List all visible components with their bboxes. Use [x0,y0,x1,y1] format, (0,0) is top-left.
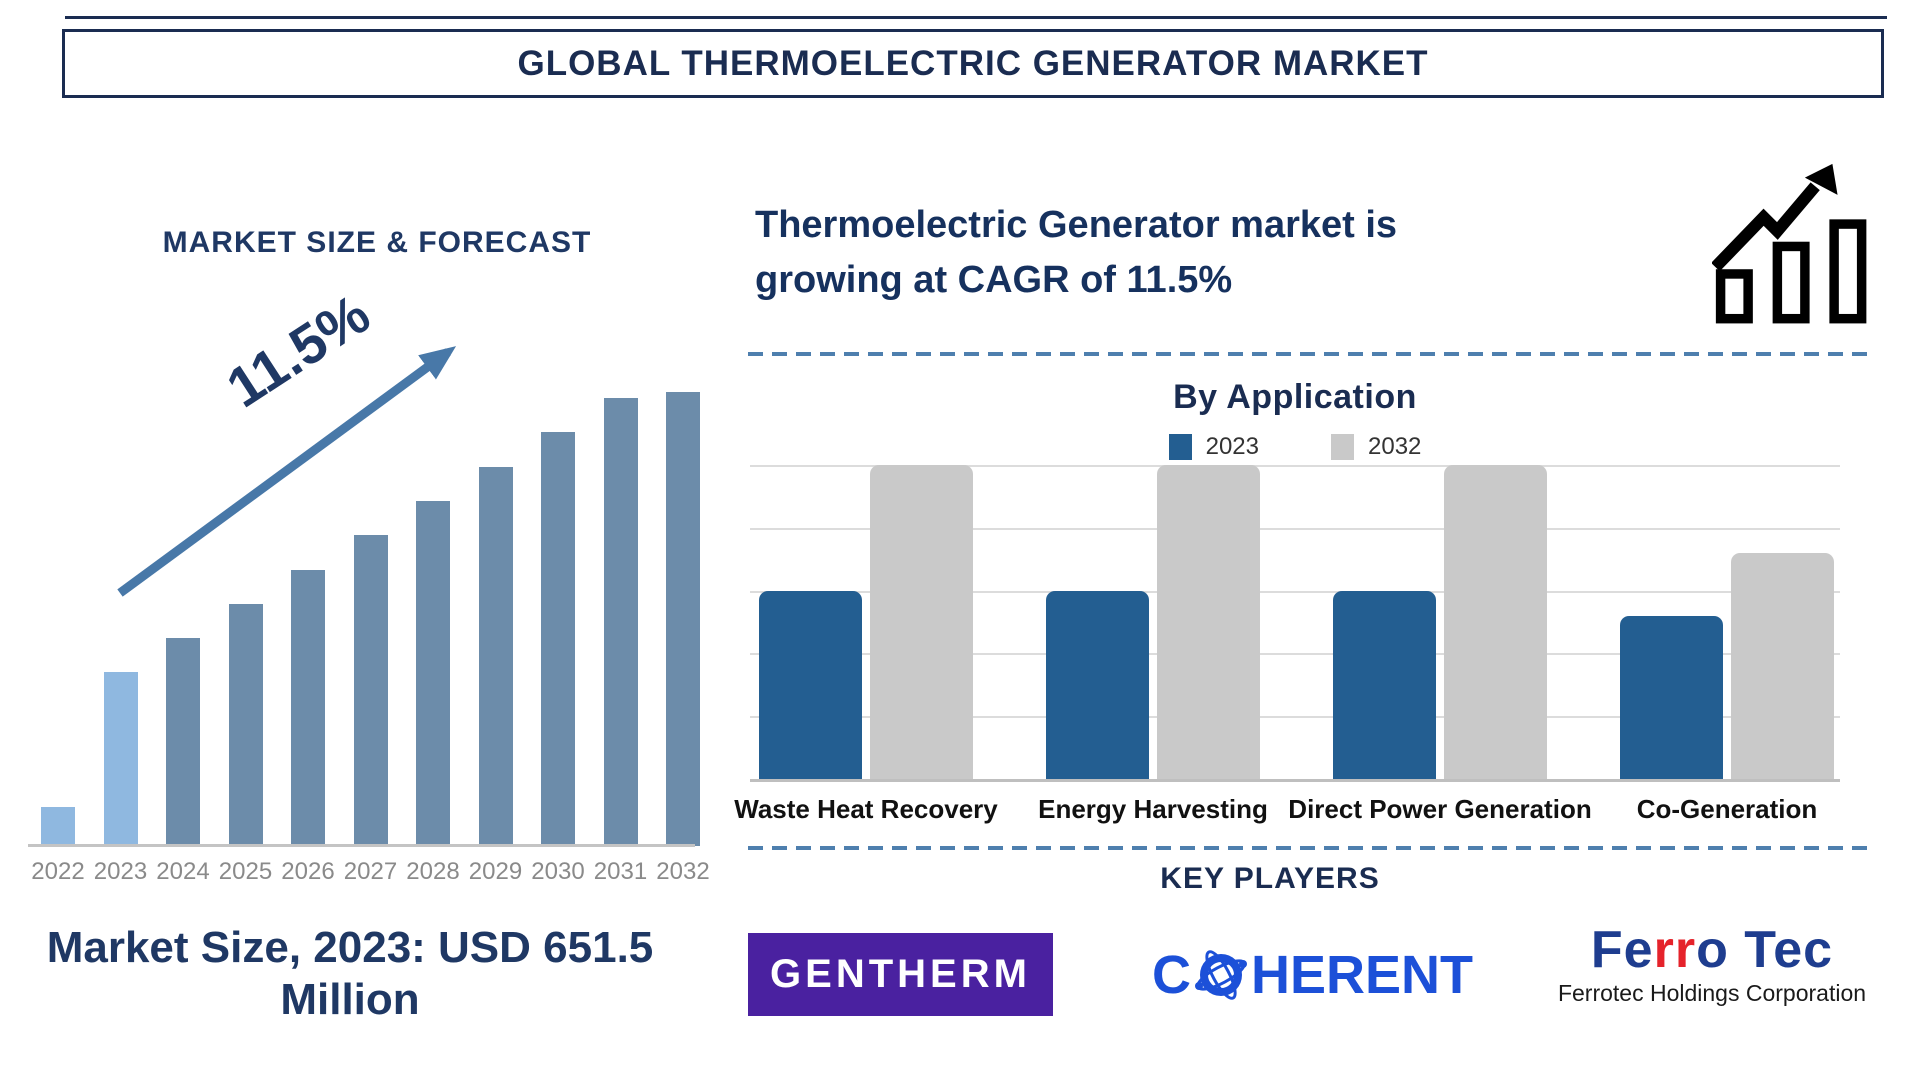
title-banner: GLOBAL THERMOELECTRIC GENERATOR MARKET [62,29,1884,98]
year-tick-2025: 2025 [218,858,273,885]
year-tick-2030: 2030 [531,858,585,885]
forecast-year-labels: 2022 2023 2024 2025 2026 2027 2028 2029 2030 2031… [28,858,709,888]
by-application-category-labels: Waste Heat Recovery Energy Harvesting Dire… [734,794,1840,830]
category-label-2: Direct Power Generation [1288,794,1592,824]
ferrotec-logo-text: Ferro Tec [1552,924,1872,976]
legend-label-2032: 2032 [1368,433,1422,460]
forecast-chart [28,300,700,846]
ferrotec-otec: o Tec [1696,921,1834,979]
year-tick-2029: 2029 [468,858,523,885]
top-rule [65,16,1887,19]
forecast-bar-2028 [416,500,450,846]
by-application-chart [750,465,1840,782]
page-title: GLOBAL THERMOELECTRIC GENERATOR MARKET [517,43,1429,83]
bar-2023-co-generation [1620,615,1723,779]
forecast-bar-2032 [666,392,700,846]
cagr-headline-line2: growing at CAGR of 11.5% [755,259,1233,302]
legend-swatch-2032 [1331,434,1354,460]
gridline-3 [750,653,1840,656]
coherent-logo-suffix: HERENT [1251,945,1474,1005]
growth-chart-icon [1712,163,1867,324]
year-tick-2027: 2027 [343,858,398,885]
key-players-heading: KEY PLAYERS [1160,862,1380,895]
year-tick-2032: 2032 [656,858,710,885]
legend-swatch-2023 [1168,434,1192,460]
gridline-5 [750,779,1840,782]
forecast-bar-2031 [603,397,638,846]
forecast-axis-line [28,844,695,847]
by-application-legend: 2023 2032 [730,432,1860,462]
trend-arrow [117,346,457,597]
ferrotec-rr: rr [1653,921,1697,979]
forecast-bar-2022 [41,806,75,846]
bar-2032-energy-harvesting [1157,465,1260,779]
bar-2032-co-generation [1731,552,1834,779]
market-size-caption: Market Size, 2023: USD 651.5 Million [46,923,654,1024]
forecast-bar-2029 [478,466,513,846]
coherent-logo-prefix: C [1152,945,1191,1005]
bar-2023-energy-harvesting [1046,590,1149,779]
bar-2023-direct-power-generation [1333,590,1436,779]
forecast-bar-2024 [166,638,200,846]
forecast-bar-2023 [103,672,138,846]
coherent-logo: C HERENT [1152,938,1473,1012]
forecast-bar-2027 [353,535,388,846]
bar-2032-waste-heat-recovery [870,465,973,779]
gridline-2 [750,590,1840,593]
year-tick-2024: 2024 [156,858,210,885]
by-application-title: By Application [1173,378,1417,416]
legend-label-2023: 2023 [1205,433,1259,460]
year-tick-2031: 2031 [593,858,648,885]
gridline-1 [750,527,1840,530]
category-label-1: Energy Harvesting [1038,794,1268,824]
legend-item-2023: 2023 [1168,433,1259,461]
coherent-atom-icon [1195,950,1247,1000]
divider-dashed-bottom [748,846,1876,850]
year-tick-2023: 2023 [93,858,148,885]
gridline-0 [750,465,1840,467]
gentherm-logo: GENTHERM [748,933,1053,1016]
year-tick-2028: 2028 [406,858,460,885]
forecast-bar-2026 [291,569,325,846]
category-label-3: Co-Generation [1636,794,1818,824]
gentherm-logo-text: GENTHERM [770,952,1031,996]
ferrotec-logo: Ferro Tec Ferrotec Holdings Corporation [1552,924,1872,1007]
ferrotec-fe: Fe [1590,921,1654,979]
year-tick-2026: 2026 [281,858,335,885]
cagr-headline-line1: Thermoelectric Generator market is [755,204,1398,246]
ferrotec-subtitle: Ferrotec Holdings Corporation [1557,980,1867,1006]
category-label-0: Waste Heat Recovery [734,794,998,824]
forecast-bar-2025 [228,604,263,846]
cagr-headline: Thermoelectric Generator market is growi… [755,198,1655,308]
year-tick-2022: 2022 [31,858,85,885]
divider-dashed-top [748,352,1876,356]
forecast-bar-2030 [541,431,575,846]
legend-item-2032: 2032 [1331,433,1421,461]
forecast-heading: MARKET SIZE & FORECAST [162,226,592,259]
gridline-4 [750,716,1840,719]
bar-2023-waste-heat-recovery [759,590,862,779]
bar-2032-direct-power-generation [1444,465,1547,779]
